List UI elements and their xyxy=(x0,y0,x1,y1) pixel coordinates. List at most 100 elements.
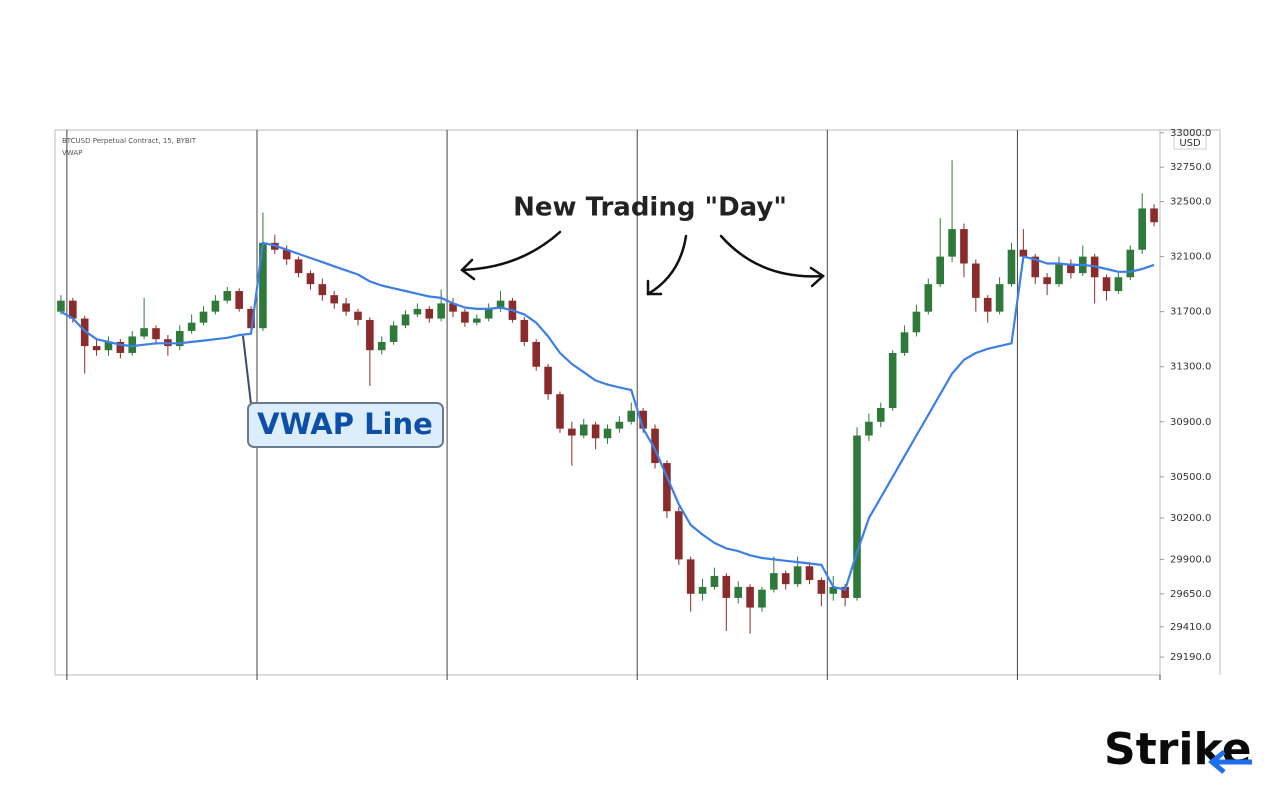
candle-body xyxy=(175,330,184,347)
candle-body xyxy=(377,341,386,351)
candle-body xyxy=(603,428,612,439)
vwap-line xyxy=(60,241,1155,591)
candle-body xyxy=(437,303,445,319)
candle-body xyxy=(936,256,944,285)
candle-body xyxy=(520,319,529,342)
y-tick-label: 33000.0 xyxy=(1170,128,1211,139)
candle-body xyxy=(1126,249,1135,278)
candle-body xyxy=(544,366,552,395)
candle-body xyxy=(496,300,505,309)
candle-body xyxy=(366,319,374,351)
candle-body xyxy=(734,586,743,598)
candle-body xyxy=(639,410,647,429)
candle-body xyxy=(472,318,481,323)
candle-body xyxy=(853,435,861,598)
y-tick-label: 32500.0 xyxy=(1170,197,1211,208)
candle-body xyxy=(449,303,457,312)
arrow xyxy=(719,234,825,278)
vwap-label-box xyxy=(247,402,444,448)
candle-body xyxy=(1043,277,1051,285)
candle-body xyxy=(354,311,362,320)
candle-body xyxy=(1114,277,1123,292)
candle-body xyxy=(1019,249,1028,257)
candle-body xyxy=(140,328,148,337)
plot xyxy=(57,130,1161,680)
logo-arrow-head xyxy=(1208,750,1226,774)
plot-frame xyxy=(54,129,1161,676)
y-tick-label: 29900.0 xyxy=(1170,554,1211,565)
candle-body xyxy=(247,308,255,329)
indicator-label: VWAP xyxy=(62,149,82,157)
candle-body xyxy=(686,559,695,594)
candle-body xyxy=(1067,263,1075,274)
logo-arrow xyxy=(1208,750,1252,774)
arrow-head xyxy=(460,258,476,281)
candle-body xyxy=(294,259,303,274)
candle-body xyxy=(710,575,719,587)
candle-body xyxy=(401,314,410,326)
candle-body xyxy=(223,291,232,301)
currency-label: USD xyxy=(1179,138,1201,149)
candle-body xyxy=(698,586,707,594)
candle-body xyxy=(1150,208,1158,223)
candle-body xyxy=(1055,263,1063,285)
candle-body xyxy=(995,284,1004,312)
candle-body xyxy=(924,284,933,312)
candle-body xyxy=(829,586,838,594)
candle-body xyxy=(211,300,220,312)
candle-body xyxy=(318,284,327,296)
candle-body xyxy=(758,589,766,608)
candle-body xyxy=(579,424,588,436)
y-tick-label: 32750.0 xyxy=(1170,162,1211,173)
y-tick-label: 30200.0 xyxy=(1170,513,1211,524)
candle-body xyxy=(900,332,909,353)
arrow-head xyxy=(646,279,663,296)
candle-body xyxy=(128,336,137,353)
y-tick-label: 31300.0 xyxy=(1170,362,1211,373)
candle-body xyxy=(674,511,683,560)
y-tick-label: 29410.0 xyxy=(1170,622,1211,633)
y-tick-label: 31700.0 xyxy=(1170,307,1211,318)
candle-body xyxy=(306,273,315,285)
candle-body xyxy=(389,325,398,342)
candle-body xyxy=(722,575,731,598)
candle-body xyxy=(627,410,636,422)
candle-body xyxy=(1031,256,1040,278)
candle-body xyxy=(282,249,291,260)
candle-body xyxy=(876,408,885,422)
candle-body xyxy=(413,308,422,315)
candle-body xyxy=(342,303,350,312)
candle-body xyxy=(532,341,541,367)
candle-body xyxy=(746,586,754,608)
candle-body xyxy=(912,311,921,333)
candle-body xyxy=(104,341,113,351)
candle-body xyxy=(888,352,897,409)
candle-body xyxy=(948,229,956,257)
candle-body xyxy=(781,573,790,585)
vwap-pointer xyxy=(242,335,252,405)
candle-body xyxy=(983,297,992,312)
candle-body xyxy=(972,263,980,298)
candle-body xyxy=(663,463,671,512)
candle-body xyxy=(259,242,267,329)
candle-body xyxy=(1102,277,1111,292)
logo: Strike xyxy=(1104,724,1251,775)
candle-body xyxy=(152,328,160,340)
candle-body xyxy=(1138,208,1146,250)
candle-body xyxy=(461,311,469,323)
candle-body xyxy=(770,573,778,590)
candle-body xyxy=(805,566,814,581)
candle-body xyxy=(651,428,659,464)
annotation-vwap: VWAP Line xyxy=(257,407,433,441)
candle-body xyxy=(556,394,564,429)
candle-body xyxy=(69,300,77,319)
candle-body xyxy=(1007,249,1016,285)
candle-body xyxy=(187,322,196,331)
y-tick-label: 29650.0 xyxy=(1170,589,1211,600)
arrow-head xyxy=(809,266,826,288)
annotation-new-day: New Trading "Day" xyxy=(513,193,787,223)
candle-body xyxy=(817,580,826,594)
candle-body xyxy=(330,295,339,304)
